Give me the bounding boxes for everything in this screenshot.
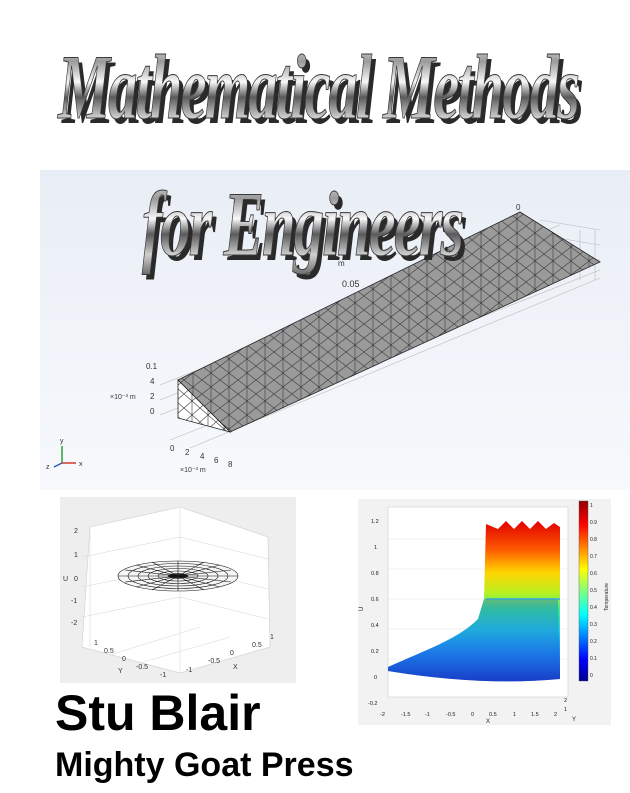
- z-tick-neg2: -2: [71, 620, 77, 627]
- svg-text:y: y: [60, 438, 64, 445]
- x-tick-1: 1: [270, 634, 274, 641]
- x-tick-0: 0: [230, 650, 234, 657]
- svg-text:0.6: 0.6: [590, 571, 597, 577]
- svg-text:0.8: 0.8: [371, 571, 379, 577]
- svg-text:1.2: 1.2: [371, 519, 379, 525]
- svg-text:0.5: 0.5: [590, 588, 597, 594]
- y-tick-0: 0: [122, 656, 126, 663]
- surface-figure: 2 1 0 -1 -2 U 1 0.5 0 -0.5 -1 Y -1 -0.5 …: [60, 497, 296, 683]
- svg-text:1.5: 1.5: [531, 712, 539, 718]
- title-line2: for Engineers: [142, 173, 462, 275]
- title-line2-shadow: for Engineers: [146, 178, 466, 280]
- svg-text:-1: -1: [425, 712, 430, 718]
- svg-text:0.1: 0.1: [590, 656, 597, 662]
- x-unit: ×10⁻³ m: [180, 467, 206, 474]
- heat-y-label: U: [359, 607, 365, 611]
- z-unit: ×10⁻³ m: [110, 394, 136, 401]
- z-tick-2: 0: [150, 407, 155, 416]
- svg-text:z: z: [46, 464, 50, 471]
- x-tick-05: 0.5: [252, 642, 262, 649]
- svg-text:0: 0: [471, 712, 474, 718]
- svg-text:-2: -2: [380, 712, 385, 718]
- title-line1-shadow: Mathematical Methods: [61, 41, 582, 143]
- svg-text:0.2: 0.2: [590, 639, 597, 645]
- svg-text:2: 2: [564, 698, 567, 704]
- svg-text:-0.2: -0.2: [368, 701, 377, 707]
- y-label: Y: [118, 668, 123, 675]
- svg-text:0.7: 0.7: [590, 554, 597, 560]
- x-tick-4: 8: [228, 460, 233, 469]
- x-tick-neg1: -1: [186, 667, 192, 674]
- x-tick-2: 4: [200, 452, 205, 461]
- cover-title: Mathematical Methods Mathematical Method…: [56, 36, 585, 281]
- heat-depth-label: Y: [572, 717, 576, 723]
- polar-mesh: [117, 560, 239, 592]
- z-tick-1: 1: [74, 552, 78, 559]
- z-tick-1: 2: [150, 392, 155, 401]
- svg-text:0: 0: [590, 673, 593, 679]
- colorbar-label: Temperature: [604, 583, 610, 611]
- svg-text:0: 0: [374, 675, 377, 681]
- z-tick-neg1: -1: [71, 598, 77, 605]
- heat-x-label: X: [486, 719, 490, 725]
- svg-text:0.8: 0.8: [590, 537, 597, 543]
- heat-surface: [388, 521, 560, 682]
- colorbar: [578, 500, 589, 682]
- y-tick-neg1: -1: [160, 672, 166, 679]
- svg-text:0.5: 0.5: [489, 712, 497, 718]
- svg-text:1: 1: [564, 707, 567, 713]
- x-tick-3: 6: [214, 456, 219, 465]
- svg-text:-1.5: -1.5: [401, 712, 410, 718]
- x-label: X: [233, 664, 238, 671]
- x-tick-1: 2: [185, 448, 190, 457]
- y-tick-neg05: -0.5: [136, 664, 148, 671]
- mesh-figure: 0 m 0.05 0.1 4 2 0 ×10⁻³ m 0 2 4 6 8 ×10…: [40, 170, 630, 490]
- svg-text:0.9: 0.9: [590, 520, 597, 526]
- tick-top-m: m: [338, 259, 345, 268]
- title-line1: Mathematical Methods: [57, 36, 578, 138]
- z-tick-0: 0: [74, 576, 78, 583]
- x-tick-0: 0: [170, 444, 175, 453]
- z-tick-0: 4: [150, 377, 155, 386]
- y-tick-05: 0.5: [104, 648, 114, 655]
- z-tick-2: 2: [74, 528, 78, 535]
- axis-triad-icon: y z x: [46, 438, 83, 471]
- mesh-end-face: [177, 379, 232, 433]
- publisher-name: Mighty Goat Press: [55, 746, 354, 784]
- heat-figure: 1 0.9 0.8 0.7 0.6 0.5 0.4 0.3 0.2 0.1 0 …: [358, 499, 611, 725]
- z-label: U: [63, 576, 68, 583]
- svg-text:1: 1: [590, 503, 593, 509]
- tick-y-top: 0.1: [146, 362, 158, 371]
- author-name: Stu Blair: [55, 685, 261, 741]
- tick-mid: 0.05: [342, 279, 360, 289]
- svg-text:0.3: 0.3: [590, 622, 597, 628]
- svg-text:0.6: 0.6: [371, 597, 379, 603]
- svg-text:0.2: 0.2: [371, 649, 379, 655]
- svg-text:-0.5: -0.5: [446, 712, 455, 718]
- svg-text:2: 2: [554, 712, 557, 718]
- svg-text:x: x: [79, 461, 83, 468]
- svg-text:0.4: 0.4: [371, 623, 379, 629]
- svg-text:0.4: 0.4: [590, 605, 597, 611]
- x-tick-neg05: -0.5: [208, 658, 220, 665]
- tick-top-zero: 0: [516, 203, 521, 212]
- y-tick-1: 1: [94, 640, 98, 647]
- svg-text:1: 1: [374, 545, 377, 551]
- svg-text:1: 1: [513, 712, 516, 718]
